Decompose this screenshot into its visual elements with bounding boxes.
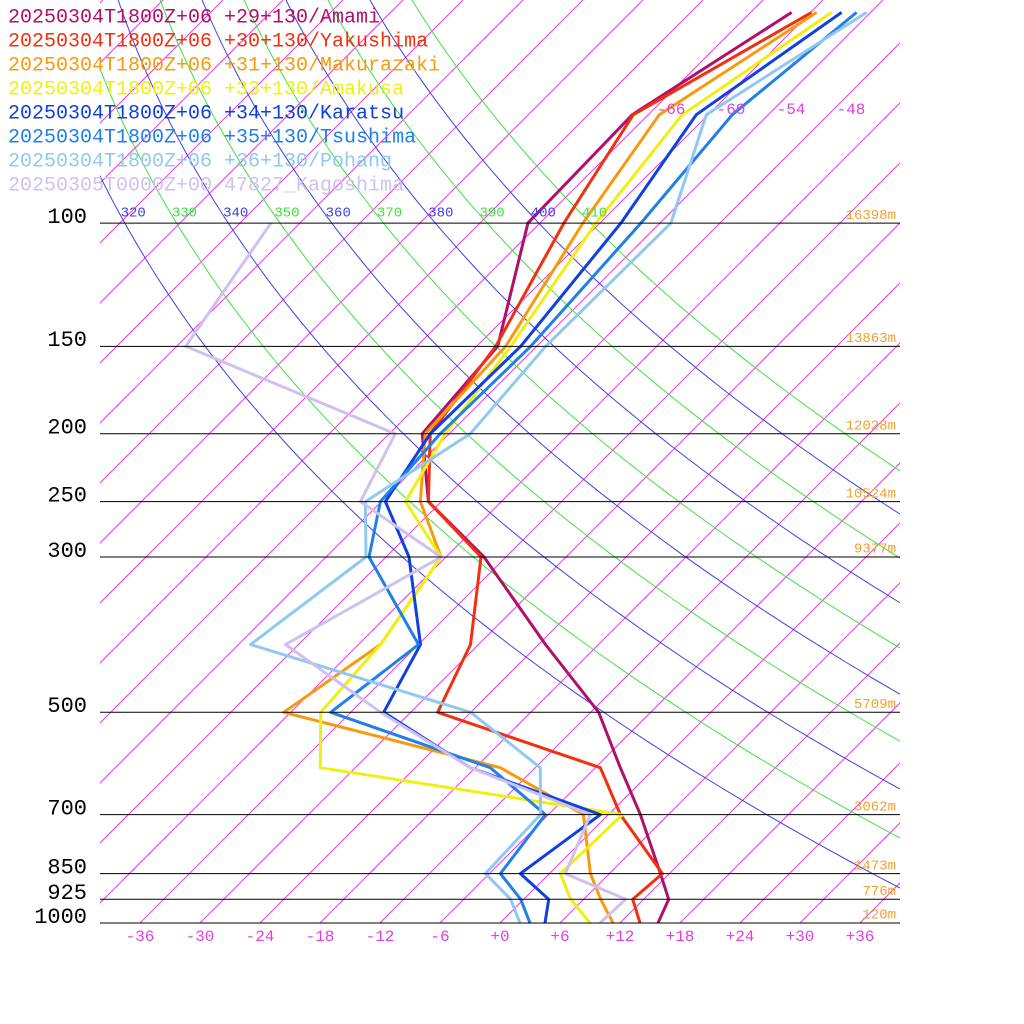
isotherm: [739, 762, 900, 923]
isotherm-label: -60: [717, 101, 746, 119]
height-label: 3062m: [854, 799, 896, 815]
isotherm: [259, 282, 900, 923]
legend-entry: 20250304T1800Z+06 +29+130/Amami: [8, 6, 380, 29]
isotherm-label: -66: [657, 101, 686, 119]
grid-layer: [100, 0, 900, 923]
dry-adiabat: [117, 0, 900, 790]
label-layer: 320 330 340 350 360 370 380 390 400 410 1000 120m 92…: [8, 6, 900, 946]
height-label: 5709m: [854, 697, 896, 713]
isotherm: [199, 222, 900, 923]
isotherm: [100, 0, 344, 244]
profile-line: [329, 11, 858, 923]
y-tick-label: 850: [47, 855, 87, 880]
dry-adiabat: [100, 67, 900, 839]
y-tick-label: 700: [47, 796, 87, 821]
isotherm: [100, 0, 284, 184]
x-tick-label: +30: [786, 928, 815, 946]
theta-label: 350: [274, 206, 299, 222]
height-label: 120m: [862, 908, 896, 924]
x-tick-label: -6: [430, 928, 449, 946]
isotherm: [100, 0, 464, 364]
profile-line: [426, 11, 813, 923]
theta-label: 330: [172, 206, 197, 222]
isotherm-label: -54: [777, 101, 806, 119]
theta-label: 390: [479, 206, 504, 222]
y-tick-label: 250: [47, 483, 87, 508]
x-tick-label: +18: [666, 928, 695, 946]
legend-entry: 20250304T1800Z+06 +35+130/Tsushima: [8, 126, 416, 149]
isotherm: [100, 0, 404, 304]
theta-label: 400: [531, 206, 556, 222]
theta-label: 320: [121, 206, 146, 222]
x-tick-label: +12: [606, 928, 635, 946]
profile-line: [382, 11, 843, 923]
x-tick-label: -30: [186, 928, 215, 946]
legend-entry: 20250304T1800Z+06 +30+130/Yakushima: [8, 30, 428, 53]
plot-layer: [184, 11, 868, 923]
legend-entry: 20250305T0000Z+00 47827_Kagoshima: [8, 174, 404, 197]
height-label: 776m: [862, 884, 896, 900]
dry-adiabat: [369, 0, 900, 515]
x-tick-label: +0: [490, 928, 509, 946]
dry-adiabat: [100, 174, 900, 889]
theta-label: 360: [326, 206, 351, 222]
height-label: 10524m: [846, 486, 896, 502]
isotherm: [559, 582, 900, 923]
isotherm: [139, 162, 900, 923]
x-tick-label: -36: [126, 928, 155, 946]
isotherm: [100, 42, 900, 844]
dry-adiabat: [243, 0, 900, 649]
height-label: 16398m: [846, 208, 896, 224]
isotherm: [499, 522, 900, 923]
dry-adiabat: [201, 0, 900, 695]
legend-entry: 20250304T1800Z+06 +34+130/Karatsu: [8, 102, 404, 125]
height-label: 13863m: [846, 331, 896, 347]
isotherm: [100, 0, 704, 604]
x-tick-label: -12: [366, 928, 395, 946]
x-tick-label: -24: [246, 928, 275, 946]
isotherm: [679, 702, 900, 923]
isotherm-label: -48: [837, 101, 866, 119]
y-tick-label: 200: [47, 416, 87, 441]
isotherm: [439, 462, 900, 923]
isotherm: [619, 642, 900, 923]
x-tick-label: +36: [846, 928, 875, 946]
isotherm: [100, 102, 900, 904]
theta-label: 370: [377, 206, 402, 222]
height-label: 12028m: [846, 418, 896, 434]
legend-entry: 20250304T1800Z+06 +33+130/Amakusa: [8, 78, 404, 101]
legend-entry: 20250304T1800Z+06 +31+130/Makurazaki: [8, 54, 440, 77]
isotherm: [100, 0, 884, 784]
y-tick-label: 1000: [34, 905, 87, 930]
legend-entry: 20250304T1800Z+06 +36+130/Pohang: [8, 150, 392, 173]
height-label: 9377m: [854, 542, 896, 558]
theta-label: 340: [223, 206, 248, 222]
x-tick-label: +6: [550, 928, 569, 946]
x-tick-label: -18: [306, 928, 335, 946]
dry-adiabat: [411, 0, 900, 472]
y-tick-label: 100: [47, 205, 87, 230]
x-tick-label: +24: [726, 928, 755, 946]
dry-adiabat: [285, 0, 900, 604]
height-label: 1473m: [854, 858, 896, 874]
isotherm: [379, 402, 900, 923]
y-tick-label: 925: [47, 881, 87, 906]
y-tick-label: 500: [47, 694, 87, 719]
isotherm: [100, 0, 524, 424]
isotherm: [100, 0, 644, 544]
y-tick-label: 150: [47, 328, 87, 353]
dry-adiabat: [159, 0, 900, 742]
profile-line: [184, 222, 628, 923]
dry-adiabat: [327, 0, 900, 559]
profile-line: [249, 11, 868, 923]
theta-label: 380: [428, 206, 453, 222]
y-tick-label: 300: [47, 539, 87, 564]
theta-label: 410: [582, 206, 607, 222]
